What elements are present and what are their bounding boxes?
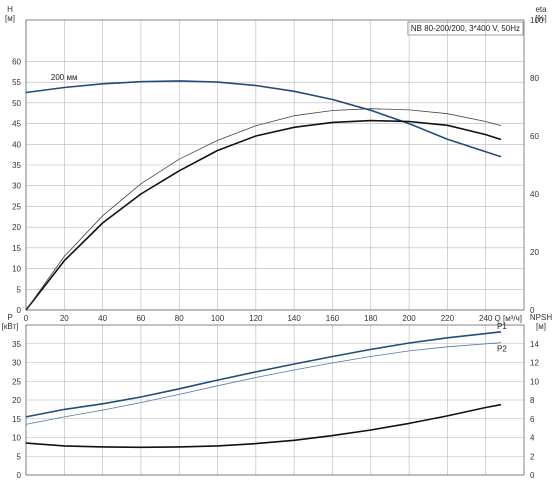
y-tick-label-left: 10 <box>12 434 21 443</box>
y-tick-label-left: 40 <box>12 140 21 149</box>
x-tick-label: 100 <box>211 314 225 323</box>
y-tick-label-left: 30 <box>12 359 21 368</box>
y-tick-label-right: 4 <box>530 434 535 443</box>
x-tick-label: 120 <box>249 314 263 323</box>
x-tick-label: 240 <box>479 314 493 323</box>
x-tick-label: 180 <box>364 314 378 323</box>
y-tick-label-left: 15 <box>12 244 21 253</box>
y-tick-label-right: 0 <box>530 471 535 480</box>
lower-panel-frame <box>25 324 525 476</box>
x-tick-label: 140 <box>287 314 301 323</box>
y-tick-label-left: 20 <box>12 223 21 232</box>
y-axis-label-left-unit: [м] <box>5 14 15 23</box>
x-tick-label: 160 <box>326 314 340 323</box>
x-tick-label: 80 <box>175 314 184 323</box>
upper-panel-frame <box>25 19 525 311</box>
y-tick-label-left: 25 <box>12 377 21 386</box>
y-axis-label-left: P <box>7 313 12 322</box>
y-tick-label-left: 35 <box>12 340 21 349</box>
y-axis-label-right-unit: [%] <box>535 14 547 23</box>
y-tick-label-left: 50 <box>12 99 21 108</box>
x-axis-label: Q [м³/ч] <box>495 314 522 323</box>
y-tick-label-left: 10 <box>12 265 21 274</box>
y-tick-label-right: 12 <box>530 359 539 368</box>
y-tick-label-left: 20 <box>12 396 21 405</box>
x-tick-label: 20 <box>60 314 69 323</box>
y-tick-label-right: 40 <box>530 190 539 199</box>
y-tick-label-right: 14 <box>530 340 539 349</box>
series-line-p1 <box>25 331 502 418</box>
x-tick-label: 40 <box>98 314 107 323</box>
series-label-p2: P2 <box>497 345 507 354</box>
y-tick-label-right: 0 <box>530 306 535 315</box>
series-line-1-2 <box>25 403 502 449</box>
x-tick-label: 220 <box>441 314 455 323</box>
x-tick-label: 0 <box>24 314 29 323</box>
y-tick-label-right: 10 <box>530 377 539 386</box>
curve-annotation-200mm: 200 мм <box>51 73 78 82</box>
y-axis-label-left-unit: [кВт] <box>2 322 19 331</box>
y-tick-label-right: 2 <box>530 452 535 461</box>
chart-title: NB 80-200/200, 3*400 V, 50Hz <box>411 24 520 33</box>
series-line-0-1 <box>25 119 502 311</box>
series-line-0-2 <box>25 108 502 311</box>
y-tick-label-left: 5 <box>17 285 22 294</box>
y-tick-label-right: 6 <box>530 415 535 424</box>
y-tick-label-left: 60 <box>12 57 21 66</box>
y-axis-label-right-unit: [м] <box>536 322 546 331</box>
chart-title-box <box>407 21 524 36</box>
series-label-p1: P1 <box>497 322 507 331</box>
y-tick-label-left: 5 <box>17 452 22 461</box>
y-tick-label-left: 0 <box>17 306 22 315</box>
y-axis-label-right: NPSH <box>530 313 552 322</box>
y-tick-label-left: 30 <box>12 182 21 191</box>
x-tick-label: 60 <box>136 314 145 323</box>
y-tick-label-left: 0 <box>17 471 22 480</box>
y-tick-label-right: 100 <box>530 16 544 25</box>
y-tick-label-left: 15 <box>12 415 21 424</box>
y-axis-label-left: H <box>7 5 13 14</box>
y-tick-label-right: 60 <box>530 132 539 141</box>
series-line-200-мм <box>25 80 502 158</box>
y-tick-label-left: 25 <box>12 202 21 211</box>
y-tick-label-left: 55 <box>12 78 21 87</box>
y-tick-label-right: 8 <box>530 396 535 405</box>
y-axis-label-right: eta <box>535 5 547 14</box>
y-tick-label-right: 80 <box>530 74 539 83</box>
x-tick-label: 200 <box>402 314 416 323</box>
y-tick-label-left: 45 <box>12 120 21 129</box>
y-tick-label-right: 20 <box>530 248 539 257</box>
y-tick-label-left: 35 <box>12 161 21 170</box>
series-line-p2 <box>25 342 502 425</box>
